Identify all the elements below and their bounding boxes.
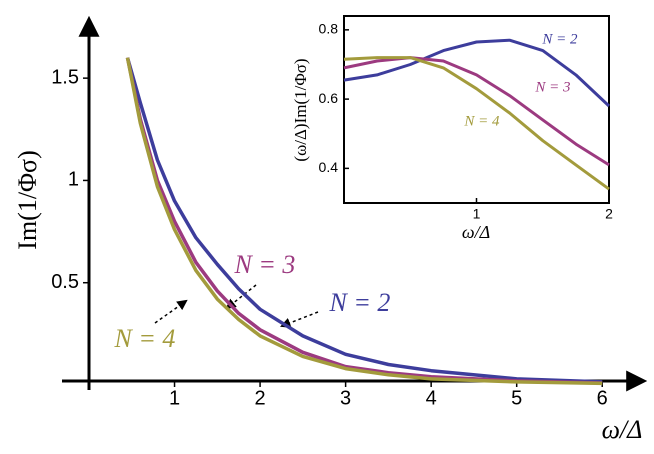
x-tick-label: 2 bbox=[255, 387, 266, 409]
y-tick-label: 0.5 bbox=[51, 271, 79, 293]
x-tick-label: 4 bbox=[426, 387, 437, 409]
y-tick-label: 1.5 bbox=[51, 66, 79, 88]
series-line bbox=[125, 57, 603, 384]
series-label: N = 2 bbox=[541, 31, 578, 47]
series-line bbox=[125, 57, 603, 385]
y-tick-label: 1 bbox=[68, 169, 79, 191]
series-line bbox=[125, 57, 603, 386]
arrow bbox=[154, 299, 188, 324]
inset-frame bbox=[343, 15, 610, 204]
x-tick-label: 6 bbox=[597, 387, 608, 409]
series-line bbox=[343, 56, 610, 191]
y-tick-label: 0.4 bbox=[319, 159, 339, 175]
y-axis-label: (ω/Δ)Im(1/Φσ) bbox=[291, 58, 310, 161]
x-tick-label: 1 bbox=[473, 206, 481, 222]
arrow bbox=[280, 311, 319, 328]
y-tick-label: 0.6 bbox=[319, 90, 339, 106]
y-axis-label: Im(1/Φσ) bbox=[13, 150, 42, 249]
x-axis-label: ω/Δ bbox=[462, 222, 490, 242]
x-tick-label: 5 bbox=[511, 387, 522, 409]
series-label: N = 3 bbox=[234, 250, 296, 279]
series-label: N = 3 bbox=[534, 79, 570, 95]
x-axis-label: ω/Δ bbox=[602, 415, 643, 444]
series-line bbox=[343, 56, 610, 167]
series-label: N = 4 bbox=[463, 113, 500, 129]
series-line bbox=[343, 38, 611, 108]
x-tick-label: 1 bbox=[169, 387, 180, 409]
y-tick-label: 0.8 bbox=[319, 21, 339, 37]
series-label: N = 4 bbox=[114, 324, 176, 353]
x-tick-label: 2 bbox=[605, 206, 613, 222]
series-label: N = 2 bbox=[329, 288, 391, 317]
x-tick-label: 3 bbox=[340, 387, 351, 409]
